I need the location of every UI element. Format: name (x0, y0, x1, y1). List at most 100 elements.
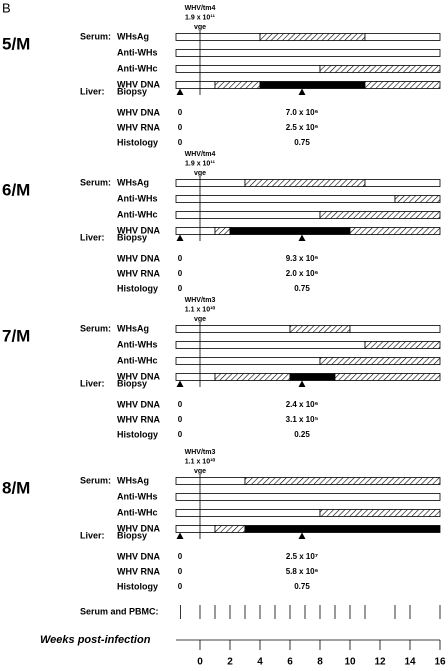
liver-value: 0 (178, 254, 183, 263)
segment (289, 325, 351, 333)
x-tick-label: 6 (287, 657, 293, 668)
biopsy-marker (176, 234, 184, 241)
inoculum: 1.9 x 10¹¹ (185, 160, 216, 167)
x-tick-label: 14 (404, 657, 416, 668)
liver-row-label: WHV RNA (117, 414, 160, 424)
liver-value: 0 (178, 582, 183, 591)
serum-row-label: WHsAg (117, 177, 149, 187)
segment (349, 227, 441, 235)
segment (175, 211, 321, 219)
liver-value: 0.25 (294, 430, 310, 439)
liver-value: 7.0 x 10⁶ (286, 108, 319, 117)
liver-value: 0 (178, 138, 183, 147)
liver-row-label: Histology (117, 283, 158, 293)
inoculum: vge (194, 468, 206, 475)
inoculum: WHV/tm3 (185, 297, 216, 304)
biopsy-marker (298, 88, 306, 95)
liver-row-label: Histology (117, 137, 158, 147)
segment (244, 477, 441, 485)
liver-value: 0.75 (294, 582, 310, 591)
inoculum: 1.1 x 10¹⁰ (185, 305, 216, 313)
inoculum: 1.9 x 10¹¹ (185, 14, 216, 21)
liver-row-label: WHV DNA (117, 253, 160, 263)
liver-value: 0 (178, 123, 183, 132)
biopsy-marker (176, 532, 184, 539)
liver-row-label: Histology (117, 429, 158, 439)
liver-value: 9.3 x 10⁶ (286, 254, 319, 263)
serum-row-label: Anti-WHs (117, 47, 158, 57)
x-tick-label: 2 (227, 657, 233, 668)
liver-value: 0 (178, 284, 183, 293)
liver-label: Liver: (80, 86, 105, 96)
segment (175, 49, 441, 57)
segment (244, 179, 366, 187)
segment (244, 525, 441, 533)
segment (364, 33, 441, 41)
serum-row-label: WHV DNA (117, 79, 160, 89)
segment (175, 373, 216, 381)
inoculum: vge (194, 316, 206, 323)
segment (394, 195, 441, 203)
liver-label: Liver: (80, 232, 105, 242)
segment (289, 373, 336, 381)
serum-row-label: Anti-WHs (117, 339, 158, 349)
liver-row-label: Biopsy (117, 86, 147, 96)
serum-row-label: WHV DNA (117, 371, 160, 381)
segment (175, 33, 261, 41)
segment (175, 493, 441, 501)
liver-value: 3.1 x 10⁵ (286, 415, 319, 424)
biopsy-marker (176, 88, 184, 95)
liver-value: 2.5 x 10⁷ (286, 552, 318, 561)
segment (319, 357, 441, 365)
serum-label: Serum: (80, 475, 111, 485)
segment (349, 325, 441, 333)
segment (259, 33, 366, 41)
liver-value: 0 (178, 415, 183, 424)
liver-value: 0.75 (294, 284, 310, 293)
x-tick-label: 4 (257, 657, 263, 668)
segment (175, 65, 321, 73)
liver-value: 0 (178, 400, 183, 409)
segment (175, 477, 246, 485)
serum-label: Serum: (80, 31, 111, 41)
segment (175, 509, 321, 517)
biopsy-marker (298, 380, 306, 387)
serum-row-label: WHsAg (117, 323, 149, 333)
serum-row-label: WHV DNA (117, 523, 160, 533)
inoculum: WHV/tm4 (185, 5, 216, 12)
inoculum: 1.1 x 10¹⁰ (185, 457, 216, 465)
animal-id: 5/M (2, 34, 30, 53)
segment (175, 179, 246, 187)
segment (214, 227, 231, 235)
liver-row-label: WHV DNA (117, 551, 160, 561)
axis-label: Weeks post-infection (40, 634, 151, 646)
serum-row-label: Anti-WHs (117, 193, 158, 203)
liver-row-label: Biopsy (117, 378, 147, 388)
liver-label: Liver: (80, 530, 105, 540)
serum-row-label: Anti-WHc (117, 63, 158, 73)
segment (364, 341, 441, 349)
x-tick-label: 16 (434, 657, 446, 668)
liver-label: Liver: (80, 378, 105, 388)
liver-value: 0 (178, 567, 183, 576)
pbmc-label: Serum and PBMC: (80, 606, 159, 616)
liver-row-label: WHV RNA (117, 122, 160, 132)
segment (175, 325, 291, 333)
serum-row-label: Anti-WHc (117, 355, 158, 365)
segment (364, 179, 441, 187)
segment (214, 81, 261, 89)
segment (364, 81, 441, 89)
liver-row-label: Histology (117, 581, 158, 591)
segment (319, 509, 441, 517)
serum-row-label: WHsAg (117, 31, 149, 41)
panel-label: B (2, 0, 11, 15)
animal-id: 8/M (2, 478, 30, 497)
segment (319, 211, 441, 219)
x-tick-label: 8 (317, 657, 323, 668)
liver-row-label: WHV DNA (117, 107, 160, 117)
x-tick-label: 10 (344, 657, 356, 668)
segment (175, 195, 396, 203)
x-tick-label: 12 (374, 657, 386, 668)
segment (175, 81, 216, 89)
liver-row-label: Biopsy (117, 232, 147, 242)
